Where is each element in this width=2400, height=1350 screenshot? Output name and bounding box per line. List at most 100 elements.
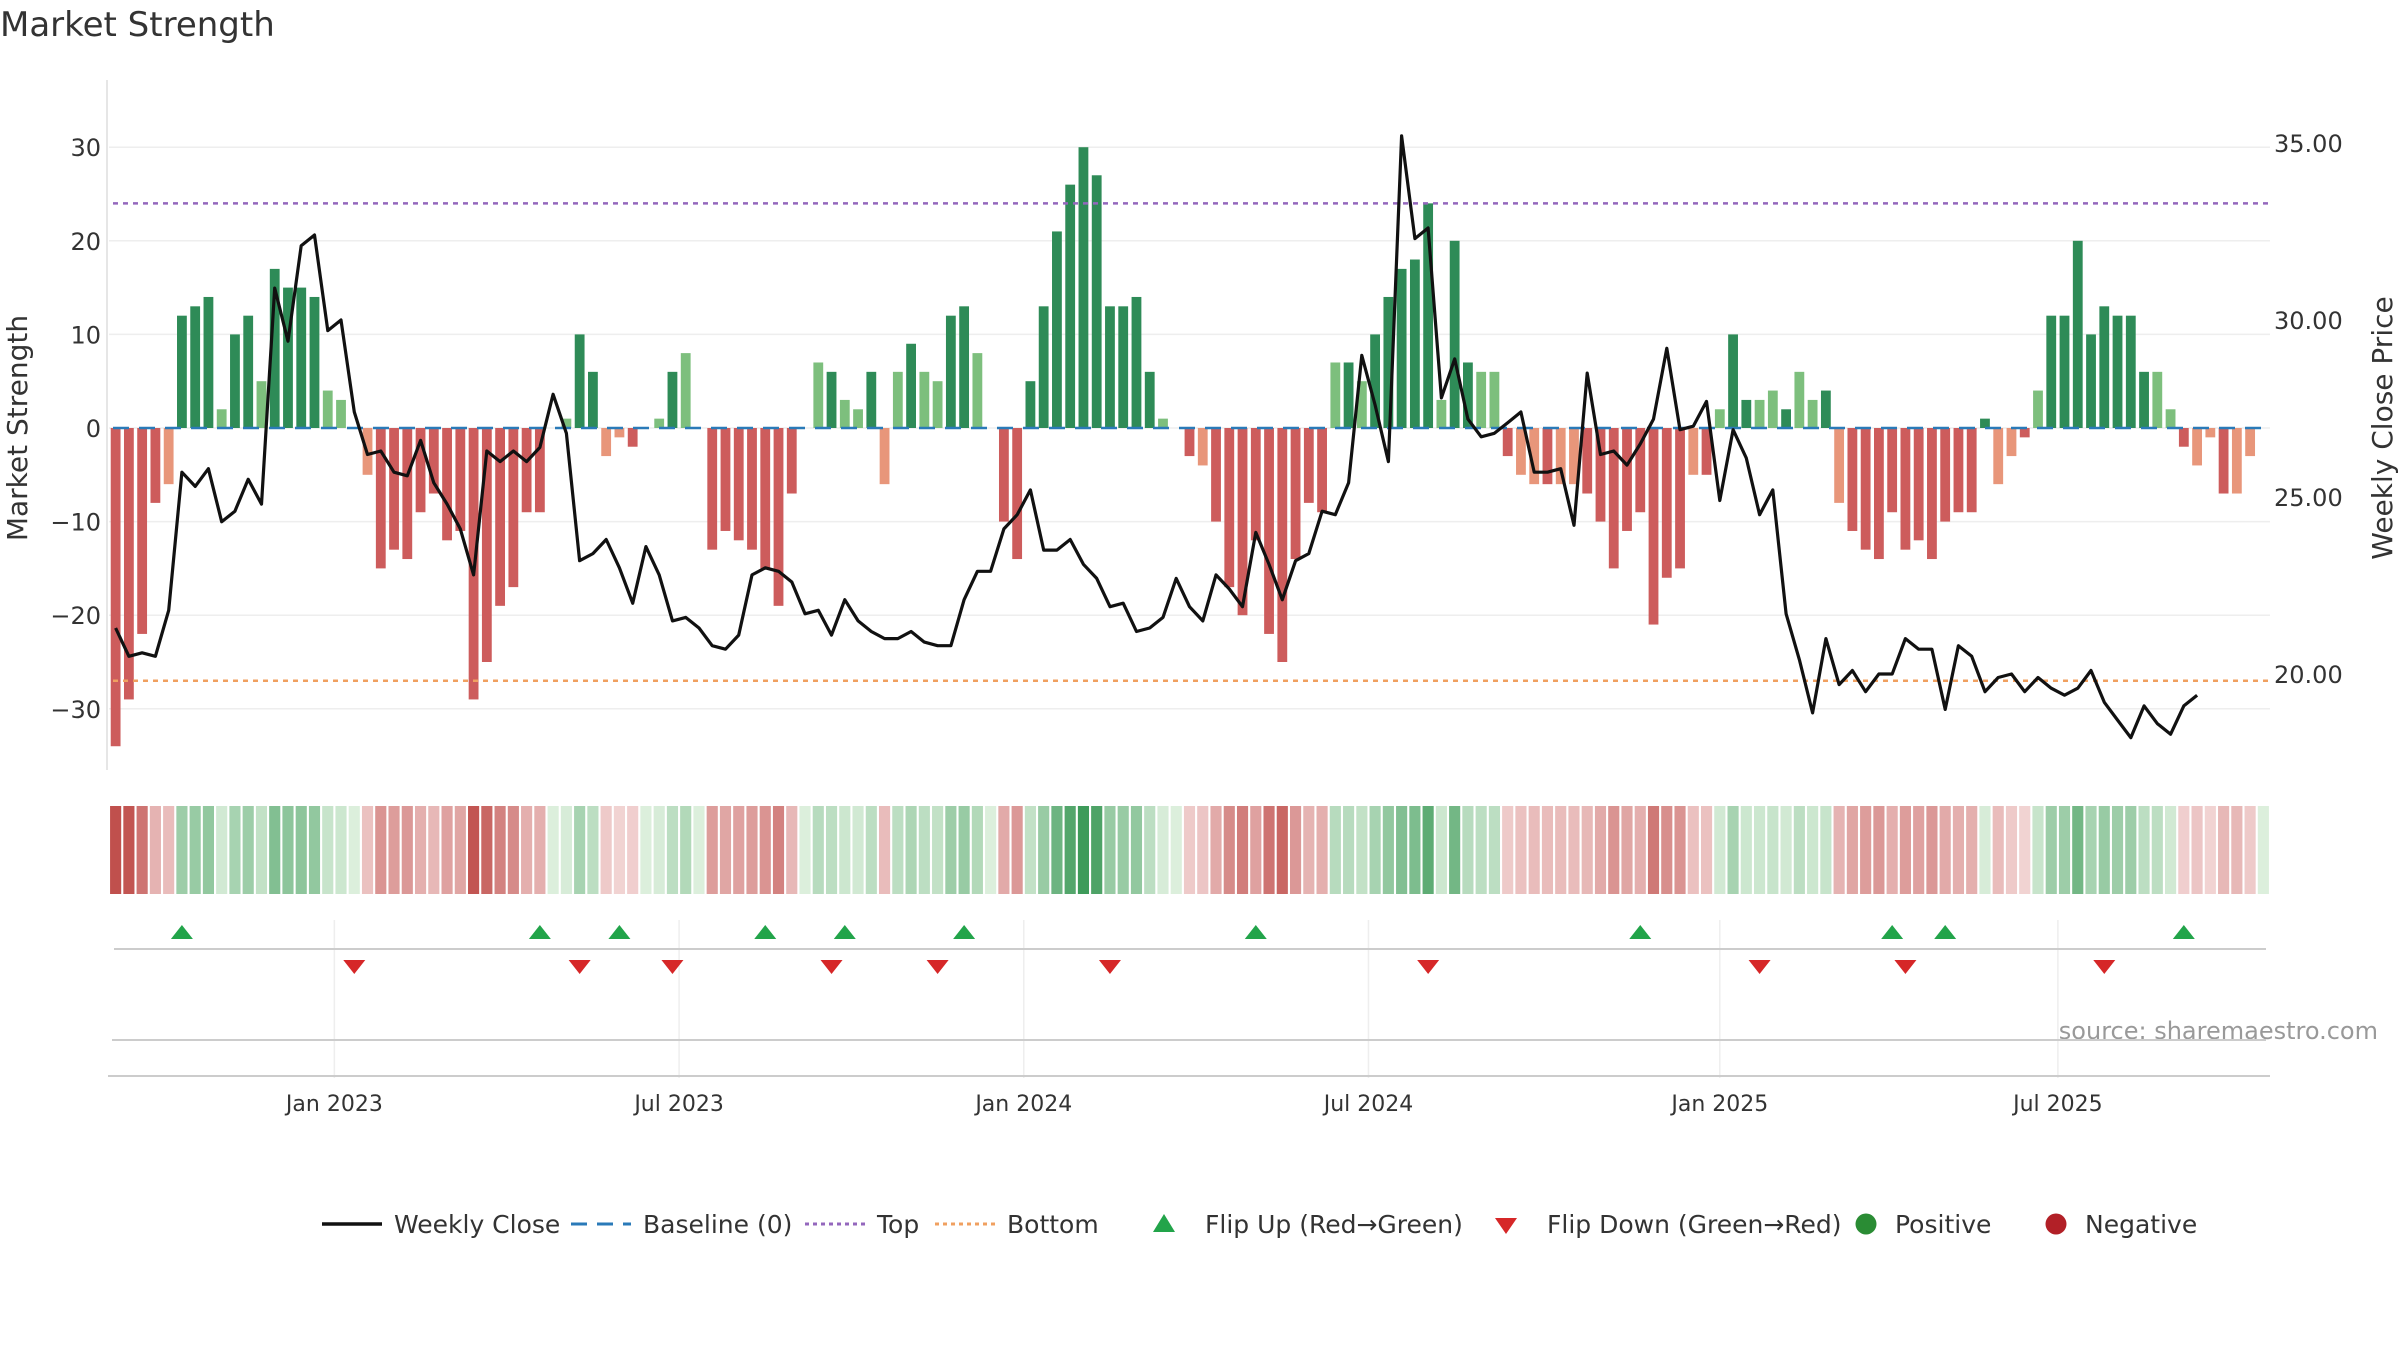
- strength-cell: [985, 806, 997, 894]
- strength-cell: [1435, 806, 1447, 894]
- strength-bar: [1794, 371, 1805, 428]
- strength-bar: [1834, 428, 1845, 503]
- strength-cell: [375, 806, 387, 894]
- strength-bar: [786, 428, 797, 494]
- strength-cell: [1846, 806, 1858, 894]
- x-tick-label: Jan 2025: [1669, 1092, 1768, 1117]
- strength-bar: [322, 390, 333, 428]
- strength-cell: [1568, 806, 1580, 894]
- strength-cell: [242, 806, 254, 894]
- strength-cell: [1820, 806, 1832, 894]
- strength-bar: [283, 287, 293, 428]
- strength-bar: [2178, 428, 2189, 447]
- strength-cell: [1926, 806, 1938, 894]
- strength-cell: [998, 806, 1010, 894]
- strength-bar: [1820, 390, 1831, 428]
- strength-cell: [202, 806, 215, 894]
- strength-cell: [1038, 806, 1050, 894]
- strength-cell: [1369, 806, 1381, 894]
- strength-cell: [1661, 806, 1673, 894]
- strength-bar: [2192, 428, 2202, 466]
- strength-bar: [1767, 390, 1778, 428]
- strength-cell: [2085, 806, 2097, 894]
- strength-bar: [1449, 240, 1460, 428]
- strength-cell: [428, 806, 440, 894]
- strength-bar: [919, 371, 930, 428]
- strength-bar: [1781, 409, 1792, 428]
- strength-bar: [309, 296, 320, 428]
- strength-cell: [1913, 806, 1925, 894]
- strength-cell: [812, 806, 824, 894]
- legend-circle-icon: [2045, 1213, 2067, 1235]
- strength-bar: [428, 428, 439, 494]
- strength-bar: [123, 428, 134, 700]
- strength-bar: [972, 353, 983, 428]
- strength-bar: [1131, 296, 1142, 428]
- strength-cell: [772, 806, 785, 894]
- legend-label: Baseline (0): [643, 1210, 792, 1239]
- flip-down-marker: [926, 960, 949, 974]
- strength-bar: [1608, 428, 1619, 569]
- flip-up-marker: [1934, 925, 1957, 939]
- strength-cell: [719, 806, 732, 894]
- strength-bar: [1688, 428, 1699, 475]
- strength-cell: [1515, 806, 1527, 894]
- strength-cell: [269, 806, 281, 894]
- strength-cell: [1979, 806, 1991, 894]
- strength-cell: [1064, 806, 1076, 894]
- strength-bar: [243, 315, 254, 428]
- flip-up-marker: [170, 925, 193, 939]
- strength-bar: [1065, 184, 1076, 428]
- strength-bar: [1622, 428, 1632, 531]
- strength-bar: [1144, 371, 1155, 428]
- strength-bar: [1993, 428, 2004, 485]
- strength-cell: [1555, 806, 1567, 894]
- left-axis-label: Market Strength: [1, 315, 34, 541]
- strength-cell: [481, 806, 493, 894]
- strength-bar: [707, 428, 718, 550]
- strength-bar: [1555, 428, 1566, 485]
- legend-triangle-up-icon: [1153, 1214, 1175, 1232]
- strength-bar: [1317, 428, 1327, 513]
- strength-cell: [1449, 806, 1461, 894]
- strength-cell: [110, 806, 122, 894]
- strength-bar: [2245, 428, 2256, 457]
- strength-bar: [1966, 428, 1977, 513]
- strength-cell: [2204, 806, 2216, 894]
- strength-cell: [1329, 806, 1341, 894]
- strength-cell: [454, 806, 466, 894]
- strength-cell: [348, 806, 360, 894]
- strength-bar: [892, 371, 903, 428]
- flip-down-marker: [1894, 960, 1917, 974]
- strength-bar: [2218, 428, 2229, 494]
- strength-bar: [601, 428, 612, 457]
- strength-bar: [747, 428, 757, 550]
- strength-cell: [1409, 806, 1421, 894]
- legend-label: Top: [876, 1210, 919, 1239]
- strength-bar: [1330, 362, 1341, 428]
- strength-cell: [1289, 806, 1302, 894]
- y2-tick-label: 35.00: [2274, 130, 2343, 158]
- strength-cell: [1502, 806, 1514, 894]
- y2-tick-label: 25.00: [2274, 484, 2343, 512]
- strength-cell: [1740, 806, 1752, 894]
- strength-cell: [255, 806, 268, 894]
- strength-cell: [627, 806, 639, 894]
- flip-down-marker: [661, 960, 684, 974]
- strength-cell: [945, 806, 957, 894]
- flip-up-marker: [953, 925, 976, 939]
- strength-cell: [534, 806, 546, 894]
- strength-cell: [733, 806, 745, 894]
- strength-bar: [839, 399, 850, 428]
- strength-bar: [2033, 390, 2043, 428]
- strength-bar: [998, 428, 1009, 522]
- strength-cell: [507, 806, 519, 894]
- strength-bar: [945, 315, 956, 428]
- strength-cell: [693, 806, 705, 894]
- strength-cell: [1170, 806, 1182, 894]
- strength-cell: [1011, 806, 1023, 894]
- strength-bar: [813, 362, 824, 428]
- strength-bar: [1714, 409, 1725, 428]
- flip-down-marker: [1098, 960, 1121, 974]
- strength-bar: [2072, 240, 2083, 428]
